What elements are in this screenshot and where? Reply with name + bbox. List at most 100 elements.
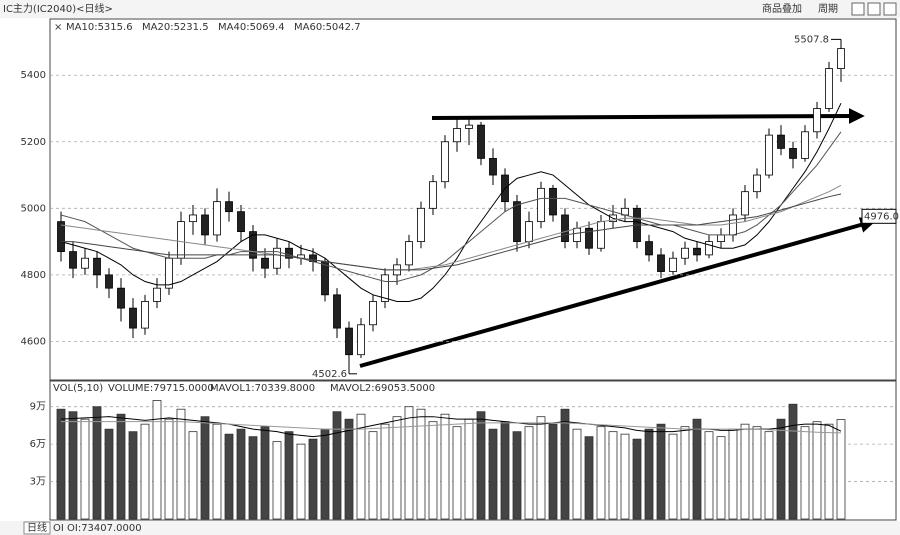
- y-tick-label: 5200: [21, 137, 46, 148]
- candle-body: [429, 181, 437, 209]
- window-button[interactable]: [883, 2, 897, 16]
- volume-bar: [728, 428, 738, 520]
- candle-body: [717, 234, 725, 242]
- candle-body: [237, 211, 245, 233]
- candle-body: [705, 241, 713, 256]
- candle-body: [645, 241, 653, 256]
- candle-body: [657, 254, 665, 272]
- volume-bar: [200, 416, 210, 520]
- volume-bar: [680, 426, 690, 520]
- volume-bar: [620, 433, 630, 520]
- candle-body: [669, 257, 677, 272]
- button[interactable]: 周期: [818, 3, 838, 15]
- candle-body: [333, 294, 341, 329]
- volume-bar: [572, 428, 582, 520]
- volume-bar: [812, 421, 822, 520]
- volume-bar: [656, 423, 666, 520]
- legend-label: VOLUME:79715.0000: [108, 383, 214, 394]
- low-label: 4502.6: [312, 369, 347, 380]
- y-tick-label: 5400: [21, 70, 46, 81]
- legend-label: MA40:5069.4: [218, 22, 285, 33]
- candle-body: [441, 141, 449, 183]
- volume-bar: [836, 419, 846, 520]
- volume-bar: [608, 431, 618, 520]
- volume-bar: [152, 400, 162, 520]
- candle-body: [585, 227, 593, 249]
- y-tick-label: 4800: [21, 270, 46, 281]
- volume-bar: [248, 436, 258, 520]
- candle-body: [549, 187, 557, 216]
- candle-body: [513, 201, 521, 242]
- y-tick-label: 3万: [30, 477, 46, 488]
- candle-body: [477, 124, 485, 159]
- y-tick-label: 5000: [21, 203, 46, 214]
- candle-body: [729, 214, 737, 236]
- candle-body: [321, 261, 329, 296]
- window-button[interactable]: [851, 2, 865, 16]
- candle-body: [93, 257, 101, 276]
- volume-bar: [116, 413, 126, 520]
- legend-label: MA10:5315.6: [66, 22, 133, 33]
- legend-label: MA60:5042.7: [294, 22, 361, 33]
- volume-bar: [56, 408, 66, 520]
- volume-bar: [368, 431, 378, 520]
- volume-bar: [440, 413, 450, 520]
- volume-bar: [452, 426, 462, 520]
- candle-body: [285, 247, 293, 259]
- volume-bar: [284, 431, 294, 520]
- volume-bar: [236, 428, 246, 520]
- trend-arrow: [431, 108, 865, 125]
- candle-body: [753, 174, 761, 193]
- line: [60, 102, 842, 302]
- tab-label[interactable]: 日线: [27, 521, 47, 534]
- close-icon[interactable]: ×: [54, 22, 62, 33]
- volume-bar: [164, 418, 174, 520]
- candle-body: [801, 131, 809, 159]
- oi-label: OI OI:73407.0000: [53, 523, 142, 534]
- candle-body: [765, 134, 773, 176]
- title: IC主力(IC2040)<日线>: [3, 2, 113, 15]
- candle-body: [213, 201, 221, 236]
- candle-body: [693, 247, 701, 256]
- candle-body: [489, 158, 497, 176]
- y-tick-label: 6万: [30, 439, 46, 450]
- window-button[interactable]: [867, 2, 881, 16]
- volume-bar: [176, 408, 186, 520]
- volume-bar: [80, 418, 90, 520]
- volume-bar: [104, 428, 114, 520]
- candle-body: [105, 274, 113, 289]
- line: [61, 193, 842, 271]
- candle-body: [249, 231, 257, 259]
- volume-bar: [428, 421, 438, 520]
- volume-bar: [596, 426, 606, 520]
- candle-body: [261, 257, 269, 269]
- legend-label: MA20:5231.5: [142, 22, 209, 33]
- candle-body: [825, 68, 833, 109]
- candle-body: [345, 327, 353, 356]
- volume-bar: [404, 406, 414, 520]
- price-tag-label: 4976.0: [864, 211, 899, 222]
- volume-bar: [272, 441, 282, 520]
- candle-body: [789, 148, 797, 159]
- button[interactable]: 商品叠加: [762, 2, 802, 15]
- candle-body: [81, 257, 89, 269]
- candle-body: [777, 134, 785, 149]
- volume-bar: [536, 416, 546, 520]
- tab[interactable]: [23, 521, 51, 535]
- volume-bar: [464, 418, 474, 520]
- volume-bar: [296, 443, 306, 520]
- candle-body: [189, 214, 197, 223]
- candle-body: [369, 301, 377, 326]
- volume-bar: [344, 418, 354, 520]
- volume-bar: [764, 431, 774, 520]
- trend-arrow: [359, 217, 877, 368]
- volume-panel: [49, 380, 897, 521]
- volume-bar: [548, 423, 558, 520]
- volume-bar: [704, 431, 714, 520]
- volume-bar: [560, 408, 570, 520]
- candle-body: [273, 247, 281, 269]
- volume-bar: [668, 433, 678, 520]
- candle-body: [525, 221, 533, 242]
- volume-bar: [140, 423, 150, 520]
